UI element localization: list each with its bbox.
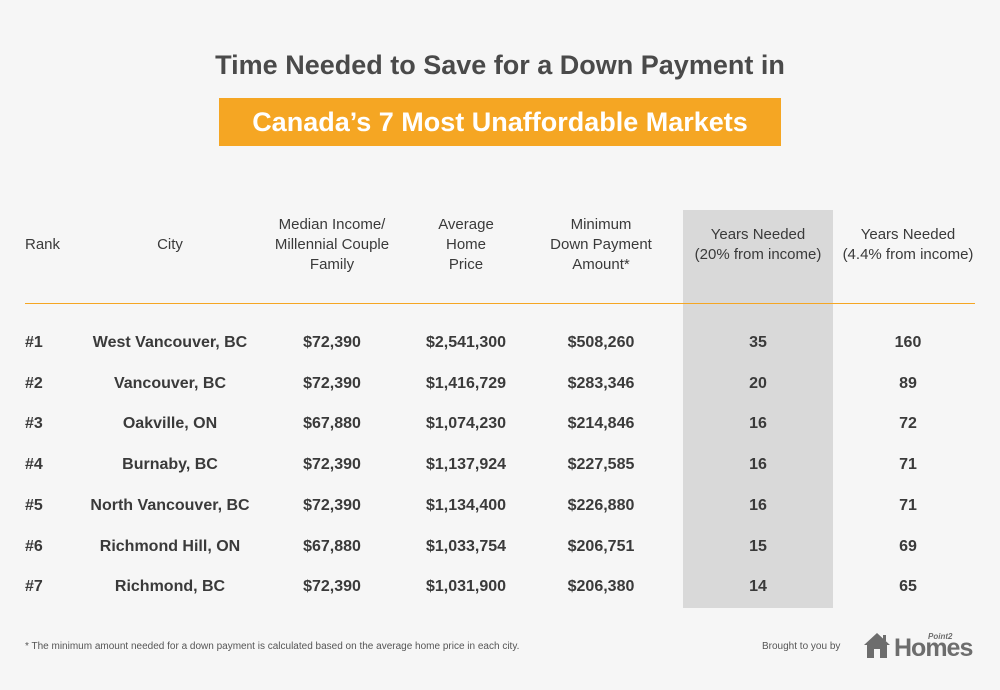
cell-city: West Vancouver, BC (92, 334, 248, 351)
cell-income: $72,390 (303, 456, 361, 473)
cell-price: $1,137,924 (425, 456, 507, 473)
cell-years-44: 89 (899, 375, 917, 392)
header-city: City (157, 236, 183, 253)
cell-income: $72,390 (303, 497, 361, 514)
page-title: Time Needed to Save for a Down Payment i… (215, 50, 785, 80)
cell-years-44: 69 (899, 538, 917, 555)
header-down-line: Minimum (570, 216, 632, 233)
header-income-line: Median Income/ (278, 216, 386, 233)
header-price-line: Average (438, 216, 494, 233)
header-price: Average Home Price (410, 210, 522, 280)
cell-rank: #1 (25, 334, 43, 351)
header-price-line: Home (445, 236, 486, 253)
cell-rank: #2 (25, 375, 43, 392)
cell-rank: #5 (25, 497, 43, 514)
cell-price: $1,416,729 (425, 375, 507, 392)
logo-wordmark: Point2 Homes (894, 631, 973, 663)
cell-city: Burnaby, BC (122, 456, 218, 473)
logo-main-text: Homes (894, 633, 973, 662)
header-income-line: Family (309, 256, 355, 273)
cell-price: $1,033,754 (425, 538, 507, 555)
cell-city: Vancouver, BC (113, 375, 227, 392)
cell-city: Oakville, ON (122, 415, 218, 432)
cell-years-44: 71 (899, 456, 917, 473)
cell-years-44: 65 (899, 578, 917, 595)
brought-by-label: Brought to you by (762, 641, 841, 652)
header-rank: Rank (25, 236, 61, 253)
cell-years-44: 71 (899, 497, 917, 514)
cell-down-payment: $226,880 (567, 497, 635, 514)
subtitle-banner: Canada’s 7 Most Unaffordable Markets (219, 98, 781, 146)
header-down-payment: Minimum Down Payment Amount* (540, 210, 662, 280)
cell-down-payment: $227,585 (567, 456, 635, 473)
cell-price: $1,074,230 (425, 415, 507, 432)
highlight-column (683, 210, 833, 608)
cell-years-20: 14 (749, 578, 767, 595)
cell-years-20: 35 (749, 334, 767, 351)
cell-down-payment: $283,346 (567, 375, 635, 392)
header-income: Median Income/ Millennial Couple Family (262, 210, 402, 280)
header-y20-line: (20% from income) (694, 246, 822, 263)
cell-rank: #6 (25, 538, 43, 555)
header-years-44: Years Needed (4.4% from income) (838, 210, 978, 280)
header-down-line: Amount* (572, 256, 630, 273)
header-y20-line: Years Needed (710, 226, 806, 243)
house-icon (864, 633, 890, 658)
header-income-line: Millennial Couple (274, 236, 390, 253)
header-divider (25, 303, 975, 304)
cell-price: $1,031,900 (425, 578, 507, 595)
cell-income: $72,390 (303, 334, 361, 351)
header-down-line: Down Payment (550, 236, 652, 253)
cell-income: $72,390 (303, 578, 361, 595)
cell-years-20: 15 (749, 538, 767, 555)
cell-income: $72,390 (303, 375, 361, 392)
cell-years-20: 20 (749, 375, 767, 392)
footnote: * The minimum amount needed for a down p… (25, 641, 520, 652)
cell-down-payment: $214,846 (567, 415, 635, 432)
cell-price: $2,541,300 (425, 334, 507, 351)
header-y44-line: Years Needed (860, 226, 956, 243)
logo-small-text: Point2 (928, 631, 953, 641)
cell-price: $1,134,400 (425, 497, 507, 514)
cell-years-44: 160 (894, 334, 922, 351)
cell-city: Richmond Hill, ON (99, 538, 241, 555)
cell-years-20: 16 (749, 497, 767, 514)
cell-city: North Vancouver, BC (90, 497, 250, 514)
cell-years-20: 16 (749, 456, 767, 473)
header-y44-line: (4.4% from income) (842, 246, 974, 263)
cell-rank: #4 (25, 456, 43, 473)
cell-income: $67,880 (303, 415, 361, 432)
cell-rank: #3 (25, 415, 43, 432)
point2-homes-logo: Point2 Homes (862, 630, 977, 663)
cell-income: $67,880 (303, 538, 361, 555)
cell-years-44: 72 (899, 415, 917, 432)
cell-down-payment: $206,380 (567, 578, 635, 595)
cell-down-payment: $206,751 (567, 538, 635, 555)
cell-down-payment: $508,260 (567, 334, 635, 351)
header-years-20: Years Needed (20% from income) (683, 210, 833, 280)
cell-years-20: 16 (749, 415, 767, 432)
header-price-line: Price (448, 256, 484, 273)
cell-rank: #7 (25, 578, 43, 595)
cell-city: Richmond, BC (114, 578, 226, 595)
